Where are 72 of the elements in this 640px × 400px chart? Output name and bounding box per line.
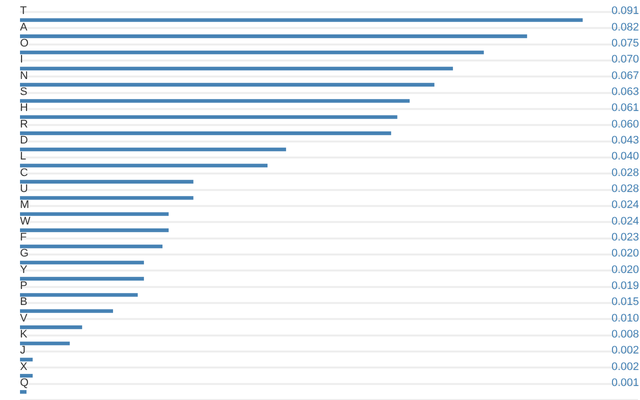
bar	[20, 180, 194, 184]
bar	[20, 50, 484, 54]
y-tick-label: F	[20, 231, 27, 244]
y-tick-label: P	[20, 280, 28, 292]
bar	[20, 228, 169, 232]
bar	[20, 131, 392, 136]
data-label: 0.023	[611, 231, 639, 244]
data-label: 0.070	[611, 54, 639, 66]
bar	[20, 390, 27, 394]
y-tick-label: J	[20, 344, 26, 357]
y-tick-label: I	[20, 54, 24, 66]
bar	[20, 244, 162, 248]
data-label: 0.001	[611, 376, 639, 389]
y-tick-label: M	[20, 199, 30, 212]
data-label: 0.002	[611, 344, 639, 357]
data-label: 0.020	[611, 248, 639, 260]
y-tick-label: W	[20, 215, 31, 228]
data-label: 0.024	[611, 215, 639, 228]
bar	[20, 34, 528, 38]
y-tick-label: V	[20, 312, 28, 324]
bar	[20, 66, 453, 70]
y-tick-label: Y	[20, 264, 28, 276]
y-tick-label: Q	[20, 376, 29, 389]
bar	[20, 164, 268, 168]
data-label: 0.015	[611, 296, 639, 308]
data-label: 0.019	[611, 280, 639, 292]
y-tick-label: T	[20, 5, 27, 18]
bar	[20, 293, 138, 297]
bar	[20, 342, 70, 346]
y-tick-label: N	[20, 70, 28, 82]
y-tick-label: U	[20, 182, 28, 195]
data-label: 0.002	[611, 360, 639, 373]
bar	[20, 309, 114, 313]
data-label: 0.075	[611, 37, 639, 50]
bar	[20, 374, 33, 378]
data-label: 0.091	[611, 5, 639, 18]
y-tick-label: D	[20, 134, 28, 146]
y-tick-label: S	[20, 86, 28, 98]
data-label: 0.063	[611, 86, 639, 98]
bar	[20, 82, 434, 87]
bar	[20, 260, 144, 264]
bar	[20, 18, 583, 22]
y-tick-label: L	[20, 150, 26, 163]
data-label: 0.060	[611, 118, 639, 130]
y-tick-label: C	[20, 166, 28, 179]
bar	[20, 276, 144, 281]
y-tick-label: R	[20, 118, 28, 130]
data-label: 0.024	[611, 199, 639, 212]
bar	[20, 99, 410, 103]
data-label: 0.043	[611, 134, 639, 146]
data-label: 0.020	[611, 264, 639, 276]
data-label: 0.010	[611, 312, 639, 324]
bar	[20, 115, 398, 119]
y-tick-label: A	[20, 21, 28, 34]
data-label: 0.028	[611, 166, 639, 179]
data-label: 0.008	[611, 328, 639, 340]
data-label: 0.040	[611, 150, 639, 163]
data-label: 0.067	[611, 70, 639, 82]
bar	[20, 196, 194, 200]
bar	[20, 148, 286, 152]
y-tick-label: O	[20, 37, 29, 50]
bar	[20, 325, 82, 330]
y-tick-label: H	[20, 102, 28, 114]
data-label: 0.061	[611, 102, 639, 114]
y-tick-label: K	[20, 328, 28, 340]
data-label: 0.028	[611, 182, 639, 195]
bar	[20, 358, 33, 362]
bar	[20, 212, 169, 216]
y-tick-label: B	[20, 296, 28, 308]
y-tick-label: X	[20, 360, 28, 373]
y-tick-label: G	[20, 248, 29, 260]
data-label: 0.082	[611, 21, 639, 34]
